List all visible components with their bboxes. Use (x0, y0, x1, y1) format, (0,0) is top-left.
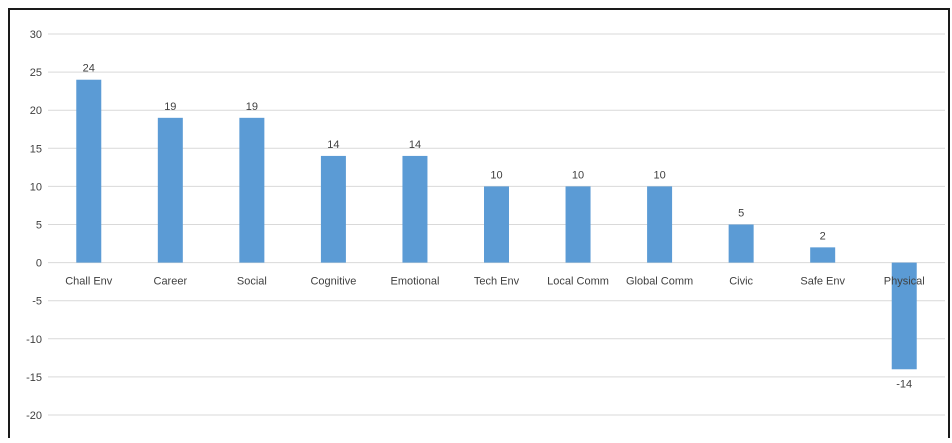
y-tick-label: 20 (30, 105, 42, 117)
x-tick-label: Global Comm (626, 276, 693, 288)
x-tick-label: Physical (884, 276, 925, 288)
chart-frame: 30 25 20 15 10 5 0 -5 -10 -15 -20 24 Chall Env 19 Care… (8, 8, 950, 438)
x-tick-label: Social (237, 276, 267, 288)
data-label: 2 (820, 230, 826, 242)
y-tick-label: 30 (30, 29, 42, 41)
y-tick-label: -15 (26, 372, 42, 384)
bar (647, 186, 673, 263)
bar (728, 224, 754, 263)
y-tick-label: 10 (30, 181, 42, 193)
bar (76, 79, 102, 263)
x-tick-label: Local Comm (547, 276, 609, 288)
x-tick-label: Career (154, 276, 188, 288)
x-tick-label: Tech Env (474, 276, 520, 288)
bar (565, 186, 591, 263)
y-tick-label: 5 (36, 220, 42, 232)
data-label: -14 (896, 378, 912, 390)
y-tick-label: -5 (32, 296, 42, 308)
bar (239, 117, 265, 263)
x-tick-label: Civic (729, 276, 753, 288)
y-tick-label: 0 (36, 258, 42, 270)
y-tick-label: 15 (30, 143, 42, 155)
y-tick-label: -20 (26, 410, 42, 422)
data-label: 14 (327, 139, 339, 151)
x-tick-label: Emotional (390, 276, 439, 288)
x-tick-label: Cognitive (310, 276, 356, 288)
data-label: 10 (490, 169, 502, 181)
x-tick-label: Safe Env (800, 276, 845, 288)
y-tick-label: -10 (26, 334, 42, 346)
data-label: 14 (409, 139, 421, 151)
x-tick-label: Chall Env (65, 276, 113, 288)
bar (320, 155, 346, 263)
data-label: 19 (164, 101, 176, 113)
y-tick-label: 25 (30, 67, 42, 79)
bar (810, 247, 836, 263)
bar (891, 262, 917, 370)
bar (402, 155, 428, 263)
bar (157, 117, 183, 263)
data-label: 19 (246, 101, 258, 113)
bar (484, 186, 509, 263)
data-label: 10 (653, 169, 665, 181)
data-label: 24 (83, 63, 95, 75)
data-label: 5 (738, 208, 744, 220)
data-label: 10 (572, 169, 584, 181)
